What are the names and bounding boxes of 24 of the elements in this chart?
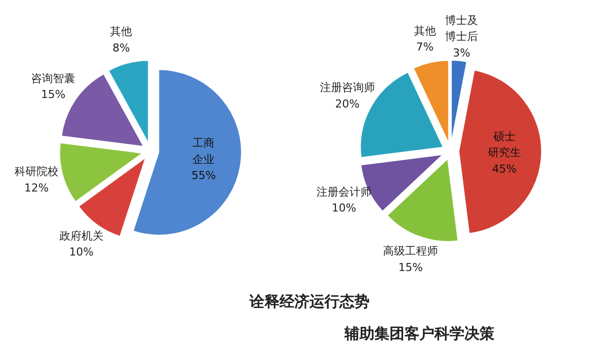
data-label: 45% [492, 162, 517, 176]
slice-label: 科研院校 [14, 165, 59, 178]
data-label: 3% [452, 46, 470, 60]
data-label: 7% [416, 40, 434, 54]
data-label: 10% [332, 202, 356, 215]
text: 诠释经济运行态势 [248, 292, 370, 310]
slice-label: 其他 [110, 25, 132, 38]
slice-label: 其他 [414, 24, 436, 38]
slice-label: 咨询智囊 [31, 72, 76, 85]
data-label: 15% [398, 260, 423, 274]
data-label: 20% [335, 97, 360, 110]
slice-label: 注册咨询师 [320, 81, 375, 94]
slice-label: 硕士研究生 [488, 130, 521, 160]
slice-label: 博士及博士后 [445, 14, 478, 44]
data-label: 55% [191, 169, 216, 182]
slice-label: 政府机关 [59, 229, 104, 242]
slice-label: 高级工程师 [383, 244, 438, 258]
data-label: 8% [112, 41, 130, 54]
data-label: 12% [24, 181, 49, 194]
text: 辅助集团客户科学决策 [344, 324, 496, 342]
data-label: 10% [69, 246, 94, 259]
slice-label: 工商企业 [192, 136, 215, 166]
slice-label: 注册会计师 [316, 185, 372, 198]
data-label: 15% [40, 88, 66, 102]
